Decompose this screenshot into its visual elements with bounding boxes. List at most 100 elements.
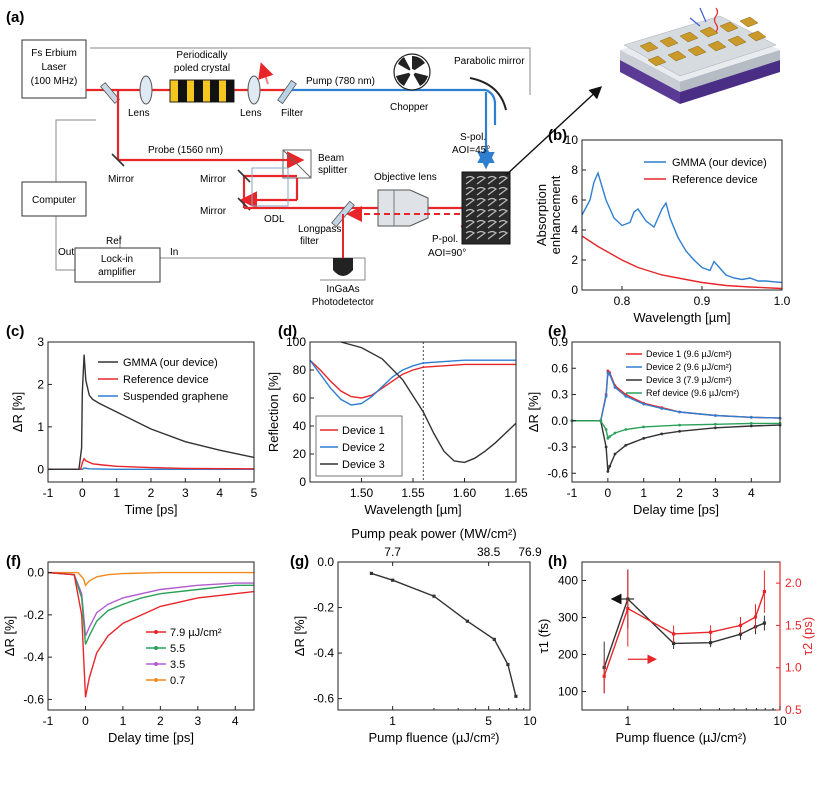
beam-splitter-label-1: Beam [318,153,344,164]
objective-lens [377,189,429,227]
y-tick-label-e1: -0.3 [547,440,568,454]
x-tick-label-c1: 0 [79,486,86,500]
computer-box [21,181,87,217]
mirror-1 [111,153,125,167]
lens-2 [247,75,261,105]
y-axis-label-e: ΔR [%] [526,392,541,432]
series-line-3 [48,571,254,587]
sample-pattern-mark [498,230,509,240]
sample-pattern-mark [465,197,476,207]
data-point [514,694,518,698]
chopper-label: Chopper [390,102,429,113]
inset-gold-mark [647,55,667,67]
data-point [465,619,469,623]
spol-label-1: S-pol. [460,132,486,143]
right-y-axis-label-h: τ2 (ps) [800,617,815,655]
parabolic-mirror [469,77,507,111]
legend-label-f-1: 5.5 [170,643,185,655]
x-tick-label-b0: 0.8 [614,294,631,308]
data-point [624,443,628,447]
panel-label-c: (c) [6,323,24,340]
y-tick-label-h1: 200 [558,648,578,662]
y-tick-label-b0: 0 [571,283,578,297]
data-point [613,386,617,389]
x-tick-label-d2: 1.60 [453,486,477,500]
panel-d-chart: (d) 1.50 1.55 1.60 1.65 0 20 40 60 80 100 Wavelengt… [266,323,528,517]
data-point [709,630,713,634]
data-point [660,407,664,410]
y-tick-label-e3: 0.3 [551,388,568,402]
x-tick-label-f1: 0 [82,714,89,728]
data-point [678,423,681,427]
sample-pattern-mark [487,208,498,218]
filter [277,79,297,105]
data-point [606,436,610,440]
x-tick-label-c3: 2 [148,486,155,500]
beam-splitter-label-2: splitter [318,165,348,176]
right-y-tick-label-1: 1.0 [785,661,802,675]
legend-label-f-0: 7.9 µJ/cm² [170,627,222,639]
data-point [604,445,608,449]
frame-line [90,47,531,95]
panel-a-schematic: (a) Fs Erbium Laser (100 MHz) Lens Perio… [6,7,780,308]
y-tick-label-g3: 0.0 [317,555,334,569]
legend-marker-f-3 [154,678,158,682]
x-tick-label-e5: 4 [748,486,755,500]
x-tick-label-b1: 0.9 [694,294,711,308]
panel-label-f: (f) [6,553,21,570]
spol-label-2: AOI=45° [452,145,490,156]
x-tick-label-f5: 4 [232,714,239,728]
plot-frame-f [47,561,255,711]
y-tick-label-e5: 0.9 [551,335,568,349]
panel-label-d: (d) [278,323,297,340]
ref-label: Ref [106,236,122,247]
x-axis-label-d: Wavelength [µm] [364,502,461,517]
data-point [678,429,681,433]
detector [333,258,353,266]
series-line-3 [572,420,780,440]
y-tick-label-g1: -0.4 [313,646,334,660]
panel-f-chart: (f) -1 0 1 2 3 4 -0.6 -0.4 -0.2 0.0 Delay time [ps]… [2,553,255,745]
data-point [369,571,373,575]
x-tick-label-b2: 1.0 [774,294,791,308]
sample-pattern-mark [465,208,476,218]
y-tick-label-b2: 4 [571,223,578,237]
series-line-0 [581,170,783,284]
data-point [492,637,496,641]
crystal-label-2: poled crystal [174,63,230,74]
data-point [608,435,612,438]
out-label: Out [58,247,74,258]
y-tick-label-f2: -0.2 [23,608,44,622]
legend-label-e-3: Ref device (9.6 µJ/cm²) [646,388,739,398]
frame-line [55,215,75,271]
data-point [608,373,612,376]
legend-label-d-1: Device 2 [342,442,385,454]
legend-marker-f-2 [154,662,158,666]
y-tick-label-c0: 0 [37,462,44,476]
legend-label-e-2: Device 3 (7.9 µJ/cm²) [646,375,732,385]
legend-marker-f-1 [154,646,158,650]
y-axis-label-b-2: enhancement [548,175,563,254]
inset-gold-mark [687,45,707,57]
odl-label: ODL [264,214,285,225]
sample-pattern-mark [498,197,509,207]
sample-pattern-mark [476,230,487,240]
series-line-1 [581,235,783,290]
panel-b-chart: (b) 0.8 0.9 1.0 0 2 4 6 8 10 Wavelength [µm] Absorp… [534,127,791,325]
ppol-label-1: P-pol. [432,234,458,245]
laser-box [21,39,87,99]
data-point [604,394,608,398]
lens-1-label: Lens [128,108,150,119]
y-tick-label-d0: 0 [299,475,306,489]
y-tick-label-d3: 60 [293,391,307,405]
legend-label-c-0: GMMA (our device) [123,357,218,369]
data-point [762,621,766,625]
data-point [624,394,628,398]
y-tick-label-f1: -0.4 [23,650,44,664]
sample-pattern-mark [476,186,487,196]
x-tick-label-g2: 10 [523,714,537,728]
y-tick-label-b5: 10 [565,133,579,147]
y-tick-label-e0: -0.6 [547,466,568,480]
data-point [738,623,743,627]
